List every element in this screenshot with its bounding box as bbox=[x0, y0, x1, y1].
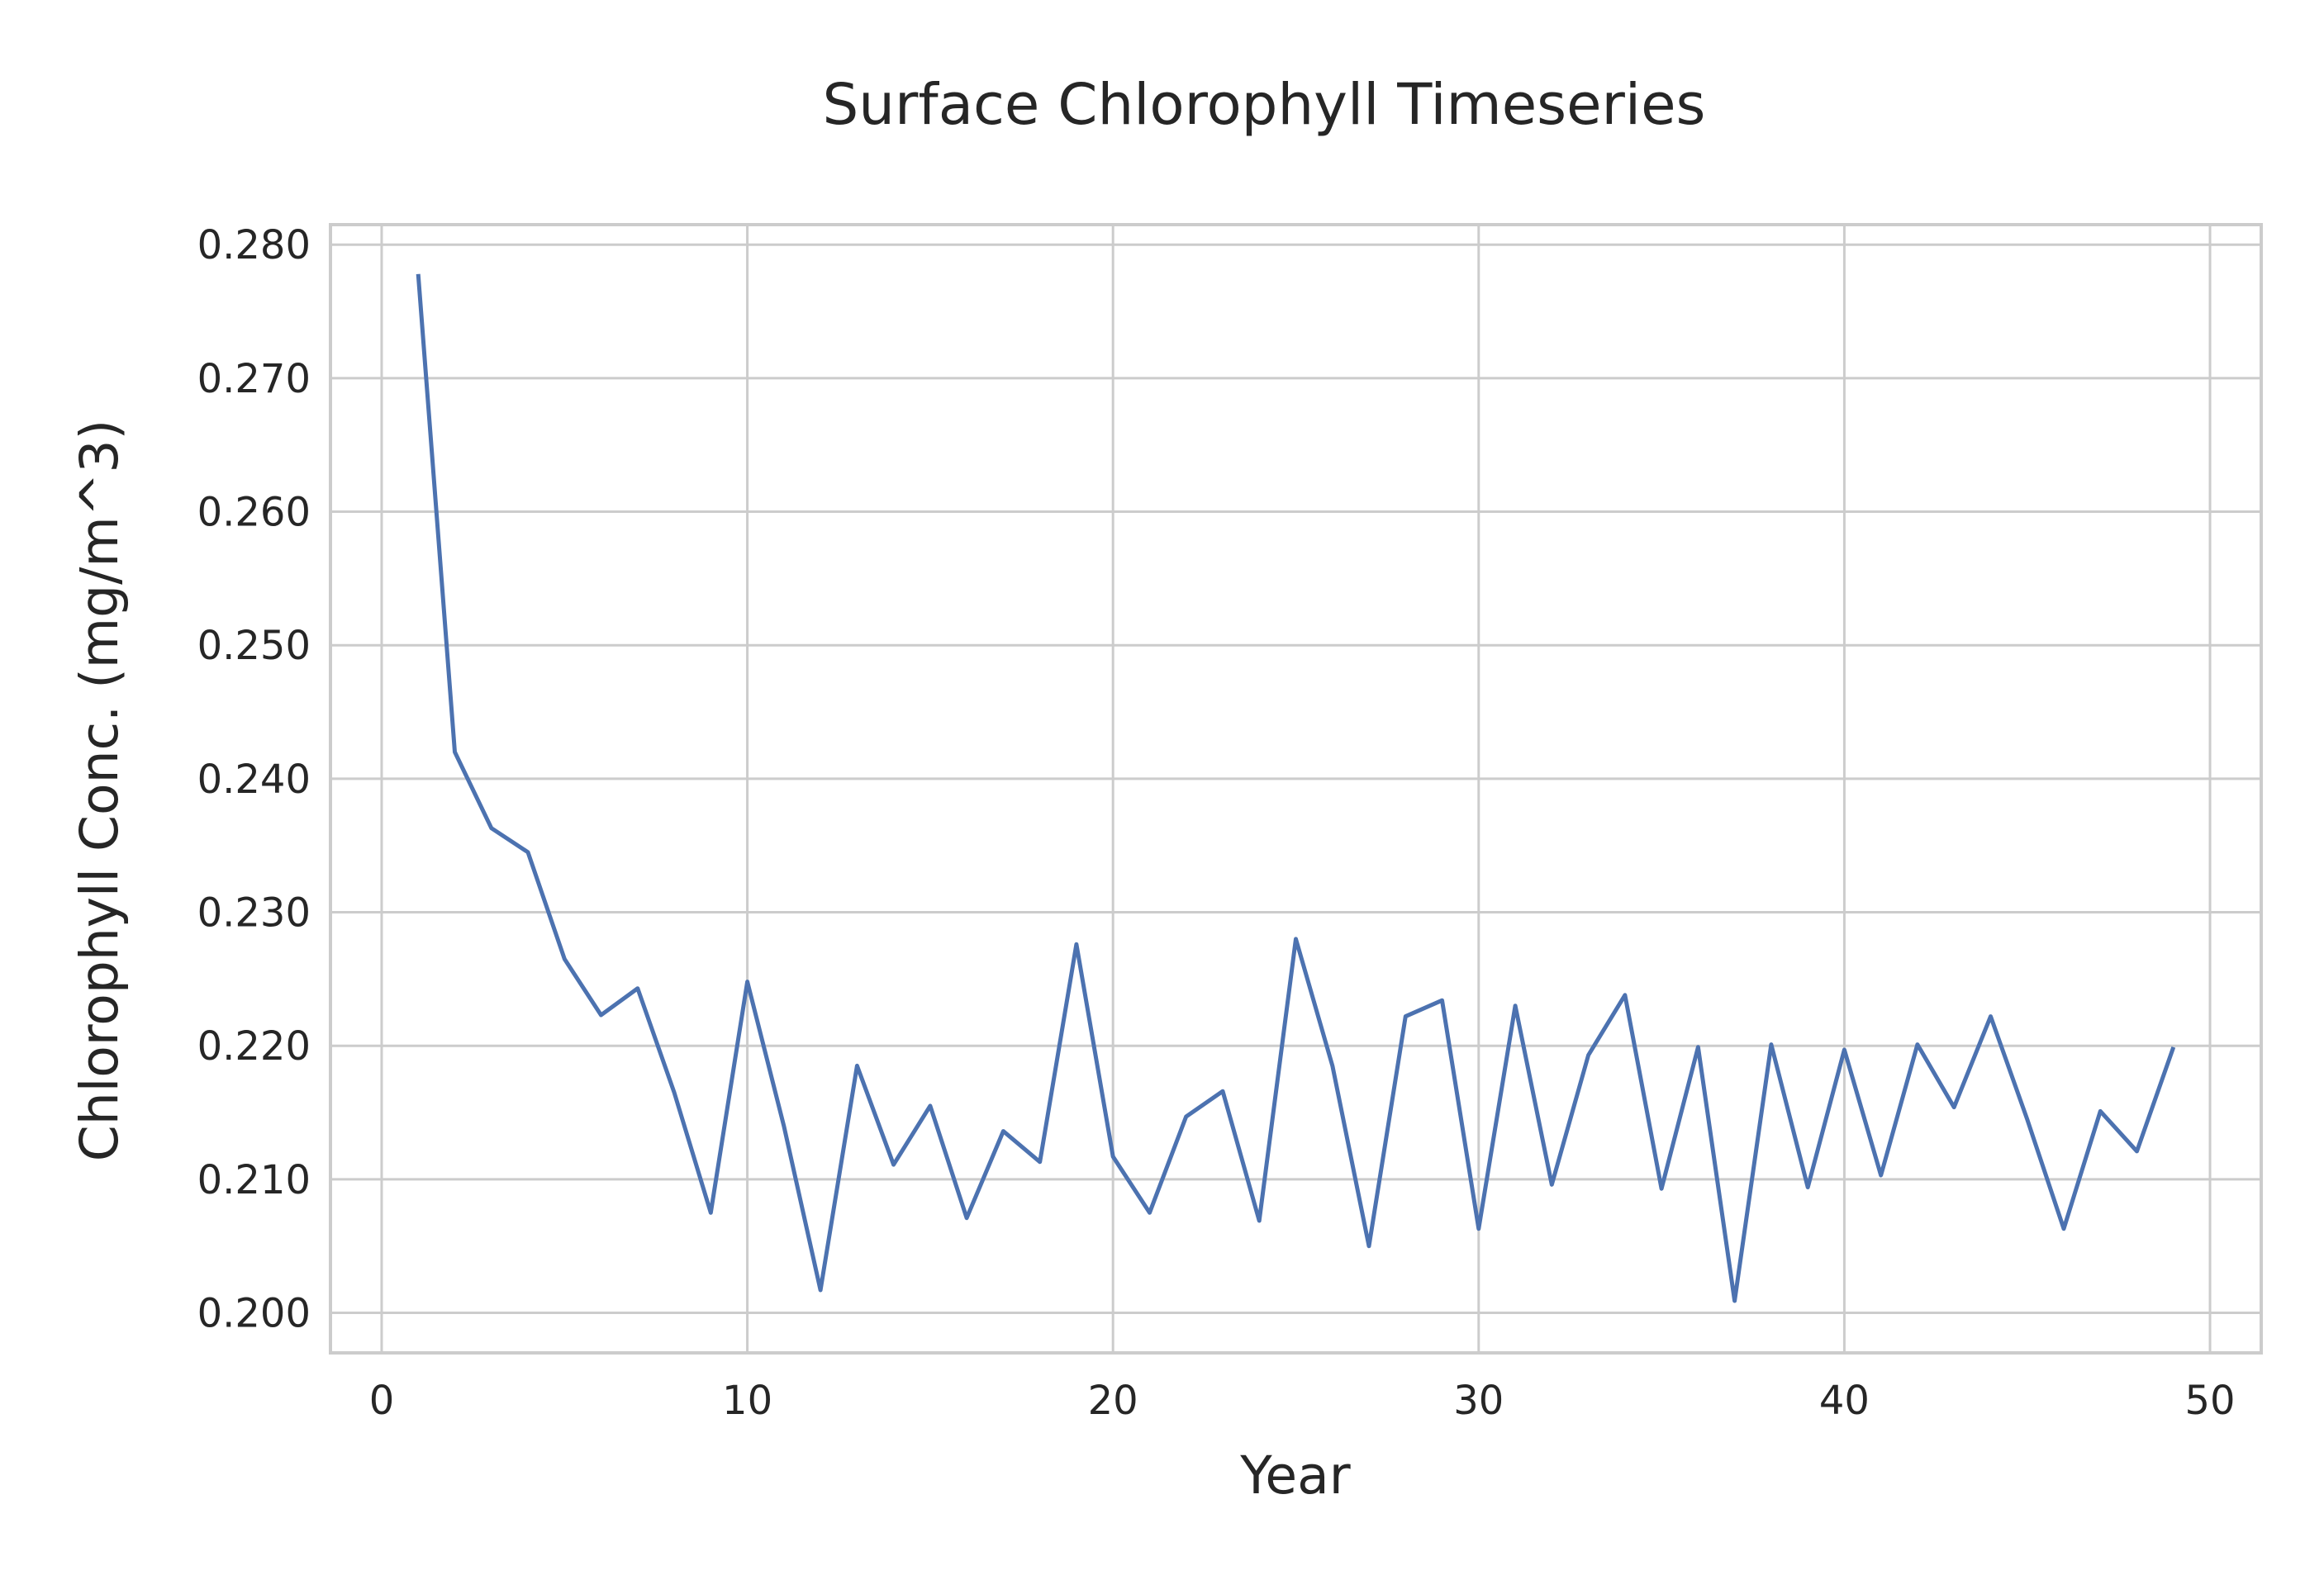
y-tick-label: 0.210 bbox=[197, 1157, 311, 1203]
chart-title: Surface Chlorophyll Timeseries bbox=[823, 72, 1706, 138]
x-tick-label: 20 bbox=[1088, 1378, 1138, 1424]
x-tick-label: 10 bbox=[722, 1378, 772, 1424]
y-tick-label: 0.260 bbox=[197, 490, 311, 536]
y-tick-labels: 0.200 0.210 0.220 0.230 0.240 0.250 0.260 0.270… bbox=[197, 222, 311, 1336]
x-axis-label: Year bbox=[1239, 1445, 1350, 1506]
horizontal-gridlines bbox=[330, 243, 2261, 1315]
y-axis-label: Chlorophyll Conc. (mg/m^3) bbox=[69, 420, 130, 1161]
x-tick-label: 40 bbox=[1819, 1378, 1870, 1424]
x-tick-label: 50 bbox=[2184, 1378, 2235, 1424]
y-tick-label: 0.270 bbox=[197, 356, 311, 402]
x-tick-label: 30 bbox=[1453, 1378, 1504, 1424]
y-tick-label: 0.240 bbox=[197, 757, 311, 803]
y-tick-label: 0.280 bbox=[197, 222, 311, 268]
plot-frame bbox=[329, 223, 2263, 1355]
y-tick-label: 0.250 bbox=[197, 623, 311, 669]
y-tick-label: 0.230 bbox=[197, 890, 311, 937]
x-tick-labels: 0 10 20 30 40 50 bbox=[369, 1378, 2236, 1424]
y-tick-label: 0.220 bbox=[197, 1023, 311, 1070]
x-tick-label: 0 bbox=[369, 1378, 395, 1424]
series-line bbox=[416, 273, 2176, 1303]
vertical-gridlines bbox=[380, 225, 2212, 1353]
series-layer bbox=[416, 273, 2176, 1303]
y-tick-label: 0.200 bbox=[197, 1291, 311, 1337]
